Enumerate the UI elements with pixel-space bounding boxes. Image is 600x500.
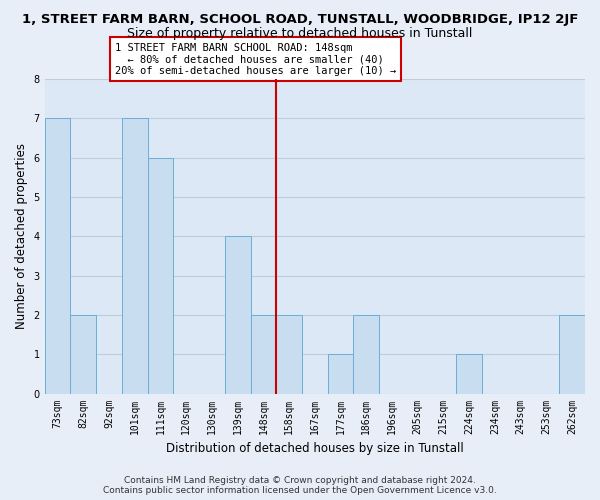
Bar (559, 315, 585, 394)
Bar (251, 315, 276, 394)
Text: 1 STREET FARM BARN SCHOOL ROAD: 148sqm
  ← 80% of detached houses are smaller (4: 1 STREET FARM BARN SCHOOL ROAD: 148sqm ←… (115, 42, 396, 76)
Bar (148, 158, 173, 394)
Bar (353, 315, 379, 394)
X-axis label: Distribution of detached houses by size in Tunstall: Distribution of detached houses by size … (166, 442, 464, 455)
Bar (276, 315, 302, 394)
Bar (44, 118, 70, 394)
Text: Contains HM Land Registry data © Crown copyright and database right 2024.: Contains HM Land Registry data © Crown c… (124, 476, 476, 485)
Y-axis label: Number of detached properties: Number of detached properties (15, 144, 28, 330)
Text: Contains public sector information licensed under the Open Government Licence v3: Contains public sector information licen… (103, 486, 497, 495)
Bar (70, 315, 96, 394)
Bar (122, 118, 148, 394)
Bar (457, 354, 482, 394)
Text: 1, STREET FARM BARN, SCHOOL ROAD, TUNSTALL, WOODBRIDGE, IP12 2JF: 1, STREET FARM BARN, SCHOOL ROAD, TUNSTA… (22, 12, 578, 26)
Text: Size of property relative to detached houses in Tunstall: Size of property relative to detached ho… (127, 28, 473, 40)
Bar (328, 354, 353, 394)
Bar (225, 236, 251, 394)
